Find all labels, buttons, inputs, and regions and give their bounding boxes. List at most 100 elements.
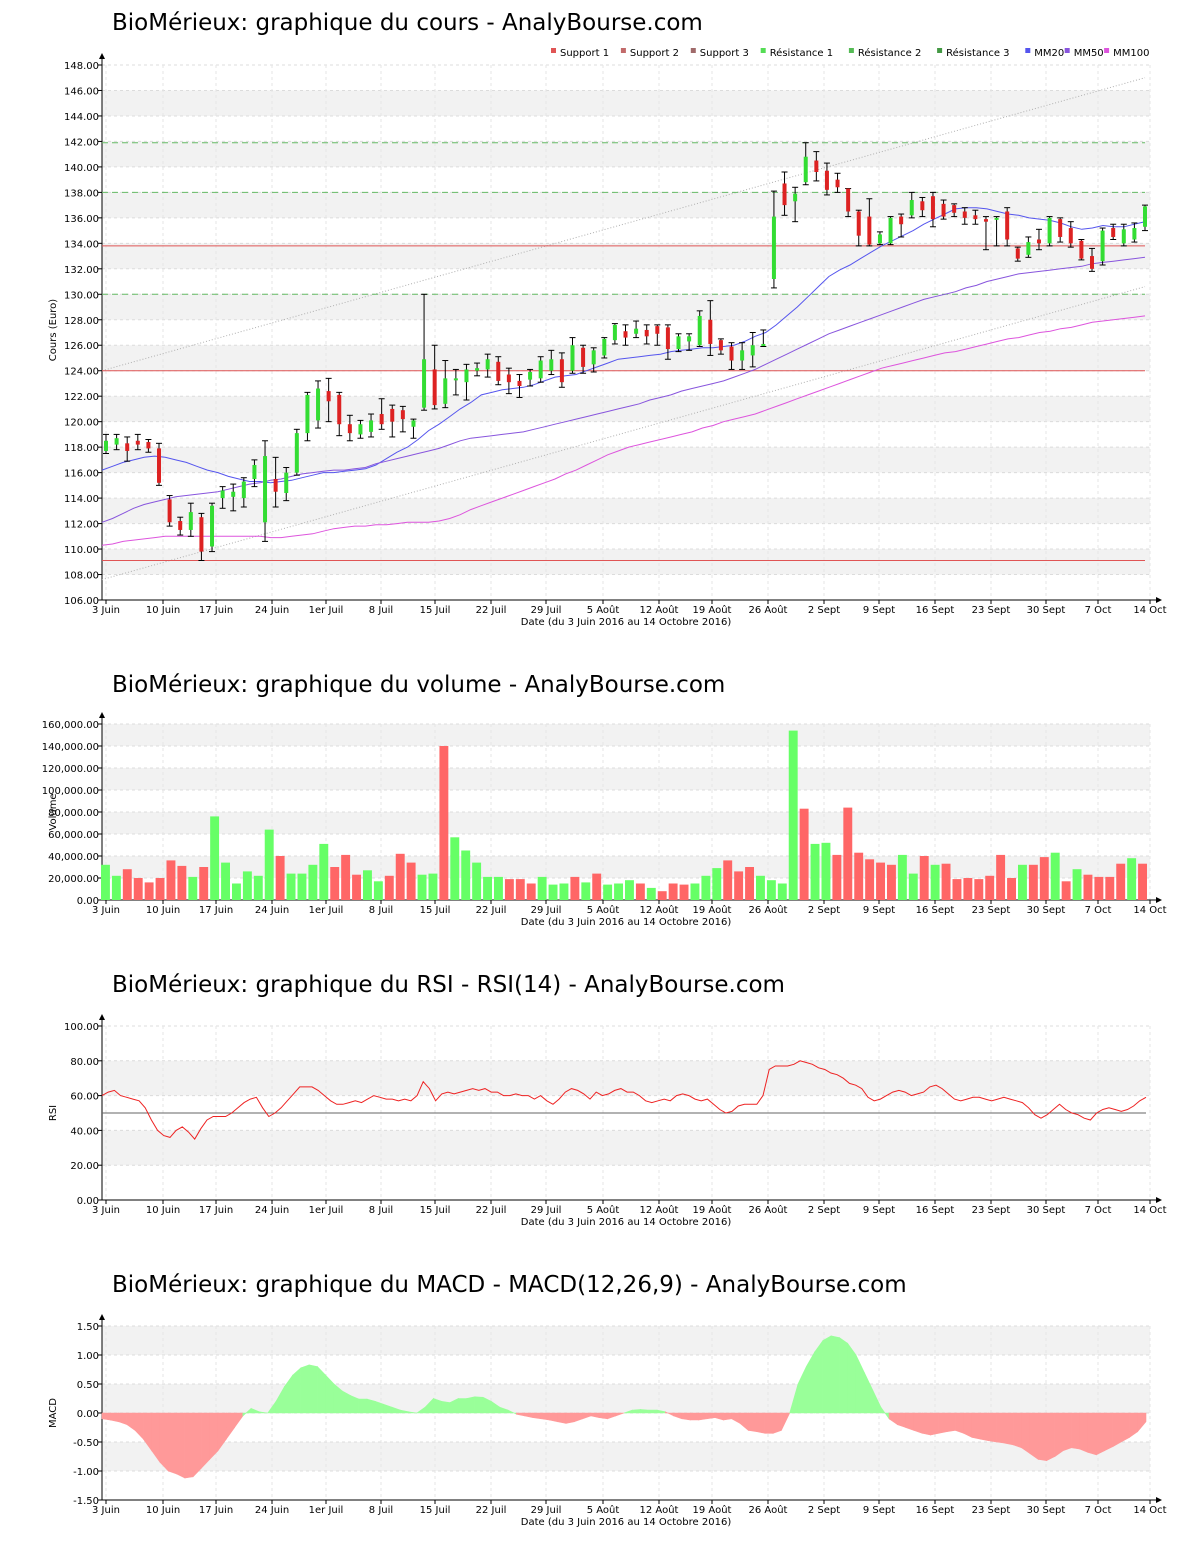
candle-body [305, 394, 310, 434]
x-tick-label: 30 Sept [1027, 605, 1066, 616]
macd-area-segment [168, 1412, 177, 1475]
volume-bar [352, 874, 361, 900]
candle-body [252, 464, 257, 479]
candle-body [994, 217, 999, 220]
legend-swatch [1104, 48, 1110, 53]
x-tick-label: 19 Août [693, 904, 732, 916]
volume-bar [133, 878, 143, 900]
candle-body [634, 328, 639, 334]
volume-bar [428, 873, 438, 900]
macd-area-segment [830, 1335, 840, 1414]
volume-bar [406, 862, 416, 900]
x-tick-label: 9 Sept [863, 905, 895, 916]
legend-swatch [690, 48, 696, 53]
macd-area-segment [1071, 1412, 1080, 1450]
legend-label: Résistance 1 [770, 47, 833, 59]
y-tick-label: 60,000.00 [48, 830, 99, 841]
x-tick-label: 26 Août [749, 1204, 788, 1216]
x-tick-label: 23 Sept [972, 605, 1011, 616]
volume-bar [668, 883, 678, 900]
macd-area-segment [955, 1412, 965, 1434]
volume-bar [952, 879, 962, 900]
x-tick-label: 17 Juin [199, 905, 233, 916]
macd-area-segment [292, 1367, 302, 1414]
x-tick-label: 24 Juin [255, 605, 289, 616]
y-tick-label: 20,000.00 [48, 874, 99, 885]
candle-body [273, 478, 278, 492]
macd-area-segment [747, 1412, 757, 1432]
candle-body [835, 179, 840, 188]
volume-bar [963, 878, 973, 900]
macd-area-segment [532, 1412, 542, 1420]
volume-bar [635, 883, 645, 900]
volume-bar [232, 883, 241, 900]
macd-area-segment [159, 1412, 169, 1472]
x-tick-label: 1er Juil [309, 1205, 344, 1216]
macd-area-segment [855, 1354, 865, 1414]
x-tick-label: 26 Août [749, 604, 788, 616]
x-tick-label: 9 Sept [863, 1505, 895, 1516]
y-tick-label: 114.00 [64, 494, 99, 505]
macd-area-segment [259, 1411, 268, 1414]
volume-bar [439, 746, 449, 900]
candle-body [400, 410, 405, 420]
background-band [102, 243, 1150, 269]
x-tick-label: 24 Juin [255, 905, 289, 916]
candle-body [856, 211, 861, 236]
volume-bar [494, 876, 503, 900]
y-tick-label: 40.00 [70, 1126, 99, 1137]
y-axis-arrow [99, 712, 105, 718]
macd-area-segment [905, 1412, 915, 1431]
x-tick-label: 14 Oct [1133, 605, 1166, 616]
x-tick-label: 24 Juin [255, 1505, 289, 1516]
candle-body [241, 481, 246, 499]
macd-area-segment [607, 1412, 617, 1420]
macd-area-segment [640, 1409, 650, 1414]
y-tick-label: 138.00 [64, 188, 99, 199]
volume-bar [1138, 863, 1147, 900]
macd-area-segment [888, 1412, 898, 1426]
x-tick-label: 10 Juin [146, 605, 180, 616]
macd-area-segment [714, 1412, 724, 1421]
x-tick-label: 3 Juin [92, 1205, 120, 1216]
volume-bar [745, 867, 754, 900]
candle-body [1079, 240, 1084, 259]
x-tick-label: 15 Juil [420, 605, 451, 616]
macd-area-segment [805, 1350, 815, 1414]
candle-body [1058, 219, 1063, 237]
y-tick-label: 1.00 [77, 1351, 99, 1362]
volume-bar [690, 883, 700, 900]
background-band [102, 1326, 1150, 1355]
candle-body [750, 345, 755, 356]
candle-body [983, 219, 988, 222]
macd-area-segment [540, 1412, 550, 1421]
macd-area-segment [317, 1365, 327, 1414]
volume-bar [1083, 874, 1093, 900]
background-band [102, 549, 1150, 575]
macd-area-segment [797, 1366, 807, 1414]
candle-body [612, 324, 617, 341]
volume-bar [756, 875, 765, 900]
legend-swatch [760, 48, 766, 53]
macd-area-segment [723, 1412, 733, 1421]
x-tick-label: 15 Juil [420, 905, 451, 916]
x-tick-label: 29 Juil [531, 605, 562, 616]
volume-bar [887, 864, 896, 900]
candle-body [517, 380, 522, 386]
macd-area-segment [689, 1412, 699, 1421]
macd-area-segment [358, 1398, 368, 1414]
x-tick-label: 22 Juil [476, 605, 507, 616]
candle-body [623, 331, 628, 338]
candle-body [496, 361, 501, 381]
y-tick-label: 146.00 [64, 86, 99, 97]
legend-label: Support 2 [630, 48, 679, 59]
x-tick-label: 10 Juin [146, 1205, 180, 1216]
candle-body [877, 234, 882, 244]
volume-bar [330, 867, 340, 900]
x-axis-arrow [1156, 1497, 1162, 1503]
macd-area-segment [772, 1412, 782, 1434]
macd-area-segment [101, 1412, 111, 1421]
candle-body [135, 440, 140, 445]
candle-body [263, 456, 268, 523]
candle-body [188, 512, 193, 530]
